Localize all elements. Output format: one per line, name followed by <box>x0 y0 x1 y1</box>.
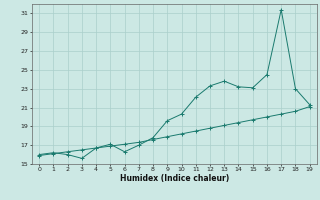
X-axis label: Humidex (Indice chaleur): Humidex (Indice chaleur) <box>120 174 229 183</box>
